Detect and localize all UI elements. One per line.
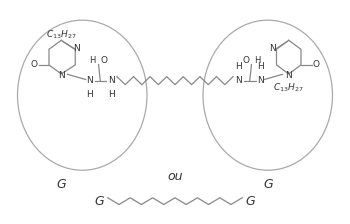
Text: N: N xyxy=(86,76,93,85)
Text: H: H xyxy=(86,90,93,99)
Text: O: O xyxy=(312,60,319,69)
Text: $C_{13}H_{27}$: $C_{13}H_{27}$ xyxy=(46,28,77,41)
Text: N: N xyxy=(270,44,276,53)
Text: H: H xyxy=(89,56,96,65)
Text: G: G xyxy=(263,178,273,191)
Text: G: G xyxy=(245,195,255,208)
Text: N: N xyxy=(108,76,115,85)
Text: N: N xyxy=(74,44,80,53)
Text: O: O xyxy=(243,56,250,65)
Text: $C_{13}H_{27}$: $C_{13}H_{27}$ xyxy=(273,81,304,94)
Text: ou: ou xyxy=(167,170,183,183)
Text: G: G xyxy=(56,178,66,191)
Text: N: N xyxy=(285,71,292,80)
Text: N: N xyxy=(235,76,242,85)
Text: H: H xyxy=(108,90,115,99)
Text: G: G xyxy=(95,195,105,208)
Text: O: O xyxy=(100,56,107,65)
Text: N: N xyxy=(257,76,264,85)
Text: N: N xyxy=(58,71,65,80)
Text: O: O xyxy=(31,60,38,69)
Text: H: H xyxy=(254,56,261,65)
Text: H: H xyxy=(235,62,242,71)
Text: H: H xyxy=(257,62,264,71)
